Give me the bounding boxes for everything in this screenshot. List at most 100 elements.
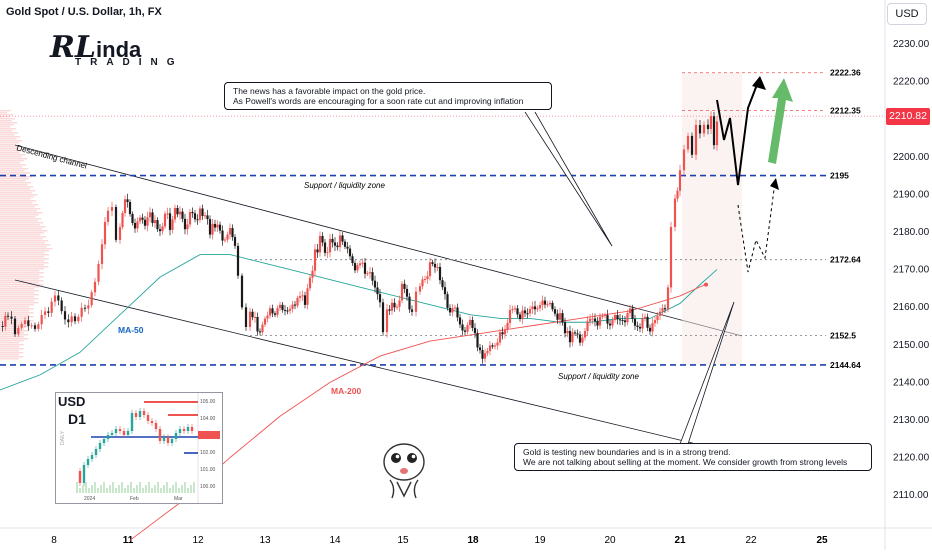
volume-profile-bar [0, 146, 21, 148]
candle-body [231, 228, 234, 238]
volume-profile-bar [0, 340, 24, 342]
candle-body [501, 332, 504, 335]
volume-profile-bar [0, 112, 8, 114]
volume-profile-bar [0, 152, 20, 154]
inset-volume-bar [136, 485, 138, 493]
candle-body [77, 316, 80, 322]
candle-body [268, 308, 272, 316]
x-tick-label: 13 [259, 535, 271, 546]
candle-body [146, 217, 149, 226]
candle-body [533, 306, 537, 310]
candle-body [558, 313, 562, 320]
scenario-dashed-arrowhead [770, 178, 779, 190]
candle-body [168, 213, 172, 230]
candle-body [251, 311, 254, 318]
candle-body [546, 304, 549, 306]
candle-body [561, 313, 564, 323]
inset-x-tick: 2024 [84, 496, 95, 502]
volume-profile-bar [0, 210, 37, 212]
candle-body [83, 307, 87, 309]
candle-body [166, 213, 169, 215]
candle-body [715, 121, 719, 146]
candle-body [63, 311, 67, 320]
candle-body [70, 316, 73, 323]
currency-button[interactable]: USD [887, 3, 927, 25]
inset-currency: USD [58, 394, 86, 409]
candle-body [541, 300, 544, 306]
candle-body [643, 316, 647, 319]
volume-profile-bar [0, 352, 24, 354]
candle-body [181, 211, 184, 219]
candle-body [97, 263, 100, 282]
volume-profile-bar [0, 212, 43, 214]
candle-body [203, 215, 207, 217]
news-note-pointer [524, 111, 613, 247]
volume-profile-bar [0, 242, 45, 244]
candle-body [293, 304, 297, 306]
volume-profile-bar [0, 138, 17, 140]
candle-body [405, 288, 409, 297]
candle-body [148, 212, 152, 218]
candle-body [400, 283, 404, 301]
candle-body [446, 294, 449, 308]
candle-body [47, 311, 50, 313]
candle-body [528, 309, 532, 314]
volume-profile-bar [0, 214, 39, 216]
inset-candle-body [138, 411, 142, 417]
inset-candle-body [118, 429, 122, 431]
candle-body [651, 323, 654, 332]
candle-body [578, 334, 582, 343]
inset-volume-bar [175, 482, 177, 493]
volume-profile-bar [0, 122, 18, 124]
level-label: 2195 [830, 171, 849, 181]
candle-body [213, 223, 217, 228]
volume-profile-bar [0, 270, 40, 272]
candle-body [666, 287, 670, 310]
candle-body [50, 301, 53, 313]
candle-body [118, 227, 122, 240]
news-note-line-1: The news has a favorable impact on the g… [233, 86, 426, 96]
inset-y-tick: 101.00 [200, 467, 216, 473]
candle-body [678, 170, 682, 191]
volume-profile-bar [0, 234, 41, 236]
candle-body [136, 221, 139, 229]
volume-profile-bar [0, 236, 47, 238]
x-tick-label: 19 [534, 535, 546, 546]
volume-profile-bar [0, 162, 21, 164]
candle-body [27, 320, 30, 327]
candle-body [33, 325, 37, 329]
news-note: The news has a favorable impact on the g… [224, 82, 552, 110]
candle-body [100, 244, 104, 264]
candle-body [496, 342, 499, 346]
volume-profile-bar [0, 186, 34, 188]
candle-body [358, 263, 362, 266]
candle-body [103, 221, 107, 245]
inset-y-tick: 104.00 [200, 416, 216, 422]
candle-body [641, 318, 644, 329]
volume-profile-bar [0, 276, 44, 278]
candle-body [586, 321, 589, 332]
inset-candle-body [130, 413, 134, 431]
inset-volume-bar [163, 485, 165, 493]
inset-candle-body [102, 439, 106, 443]
candle-body [303, 295, 307, 305]
candle-body [323, 242, 327, 253]
volume-profile-bar [0, 256, 45, 258]
inset-volume-bar [169, 488, 171, 493]
volume-profile-bar [0, 200, 36, 202]
candle-body [286, 310, 289, 312]
candle-body [311, 270, 314, 278]
inset-candle-body [114, 429, 118, 433]
candle-body [441, 280, 444, 288]
candle-body [110, 207, 114, 211]
candle-body [156, 220, 159, 230]
candle-body [346, 246, 349, 249]
candle-body [461, 324, 464, 331]
y-tick-label: 2120.00 [893, 453, 930, 464]
volume-profile-bar [0, 172, 31, 174]
y-tick-label: 2160.00 [893, 302, 930, 313]
candle-body [17, 327, 20, 335]
candle-body [151, 212, 154, 224]
candle-body [658, 311, 662, 316]
